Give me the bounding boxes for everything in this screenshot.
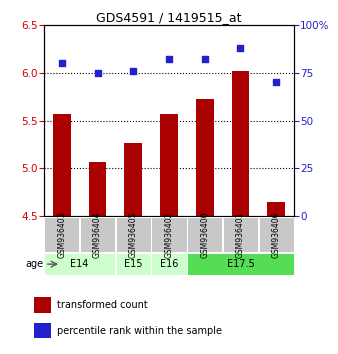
Bar — [124, 143, 142, 216]
Text: GSM936402: GSM936402 — [165, 212, 173, 258]
Point — [273, 79, 279, 85]
Text: transformed count: transformed count — [57, 300, 148, 310]
Bar — [34, 297, 51, 313]
Point — [130, 68, 136, 74]
Text: percentile rank within the sample: percentile rank within the sample — [57, 326, 222, 336]
Bar — [187, 217, 222, 252]
Bar — [44, 217, 79, 252]
Bar — [267, 202, 285, 216]
Text: E17.5: E17.5 — [226, 259, 254, 269]
Bar — [89, 162, 106, 216]
Point — [59, 60, 65, 66]
Bar — [259, 217, 294, 252]
Text: GSM936404: GSM936404 — [93, 212, 102, 258]
Point — [202, 56, 208, 62]
Bar — [151, 217, 187, 252]
Bar — [232, 71, 249, 216]
Point — [95, 70, 100, 75]
Bar — [116, 217, 151, 252]
Text: age: age — [26, 259, 44, 269]
Bar — [160, 114, 178, 216]
Text: E16: E16 — [160, 259, 178, 269]
Text: GSM936400: GSM936400 — [200, 212, 209, 258]
Bar — [151, 253, 187, 275]
Bar — [196, 99, 214, 216]
Bar — [223, 217, 258, 252]
Point — [166, 56, 172, 62]
Text: GSM936405: GSM936405 — [129, 212, 138, 258]
Point — [238, 45, 243, 51]
Text: E15: E15 — [124, 259, 143, 269]
Bar — [44, 253, 115, 275]
Bar — [53, 114, 71, 216]
Text: E14: E14 — [71, 259, 89, 269]
Text: GSM936403: GSM936403 — [57, 212, 66, 258]
Bar — [80, 217, 115, 252]
Bar — [116, 253, 151, 275]
Title: GDS4591 / 1419515_at: GDS4591 / 1419515_at — [96, 11, 242, 24]
Bar — [34, 323, 51, 338]
Text: GSM936401: GSM936401 — [236, 212, 245, 258]
Text: GSM936406: GSM936406 — [272, 212, 281, 258]
Bar — [187, 253, 294, 275]
